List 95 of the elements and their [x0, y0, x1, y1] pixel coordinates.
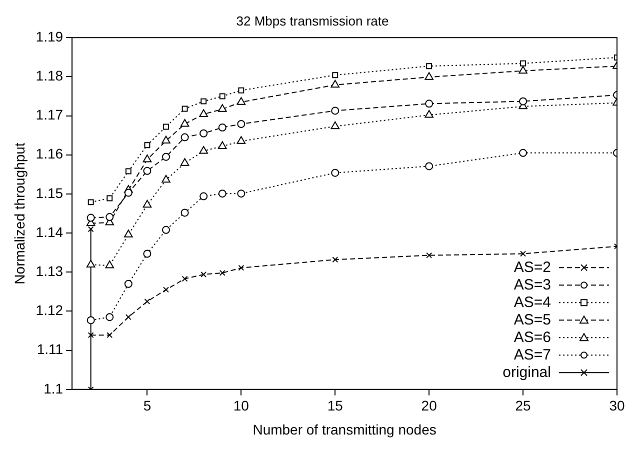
point	[143, 250, 152, 258]
point	[180, 208, 189, 217]
y-tick-label: 1.19	[36, 28, 64, 44]
point	[162, 174, 170, 183]
point	[180, 158, 190, 166]
point	[124, 230, 133, 238]
legend-label: AS=2	[514, 258, 551, 276]
y-tick-label: 1.14	[36, 224, 64, 240]
point	[144, 298, 150, 304]
x-tick-label: 25	[515, 398, 532, 414]
point	[88, 199, 94, 206]
point	[143, 166, 152, 175]
legend-label: original	[502, 364, 551, 381]
point	[199, 109, 208, 117]
point	[218, 104, 227, 112]
point	[236, 136, 246, 144]
x-tick-label: 30	[609, 398, 625, 414]
point	[520, 250, 526, 257]
point	[180, 118, 190, 127]
point	[106, 195, 113, 202]
point	[218, 124, 226, 132]
point	[180, 133, 189, 142]
point	[162, 136, 170, 144]
y-tick-label: 1.12	[36, 302, 64, 318]
point	[236, 97, 246, 105]
point	[237, 120, 246, 128]
point	[424, 72, 434, 80]
point	[200, 272, 207, 278]
point	[238, 264, 244, 271]
point	[125, 168, 132, 174]
y-tick-label: 1.1	[44, 380, 64, 396]
y-tick-label: 1.15	[36, 184, 64, 201]
point	[424, 110, 434, 118]
legend-label: AS=6	[514, 328, 551, 346]
point	[238, 87, 244, 94]
point	[237, 190, 246, 198]
x-axis-title: Number of transmitting nodes	[252, 421, 436, 438]
point	[162, 226, 170, 234]
point	[124, 280, 132, 288]
x-tick-label: 15	[327, 398, 344, 414]
point	[200, 98, 207, 104]
point	[520, 60, 526, 66]
point	[106, 332, 113, 338]
legend-label: AS=5	[514, 311, 551, 328]
point	[332, 256, 338, 263]
point	[200, 129, 208, 138]
point	[519, 148, 528, 157]
legend-label: AS=7	[514, 346, 551, 364]
point	[330, 80, 340, 88]
y-tick-label: 1.17	[36, 106, 64, 123]
point	[106, 213, 114, 222]
legend-label: AS=3	[514, 276, 551, 294]
point	[330, 121, 340, 130]
point	[218, 190, 226, 198]
point	[162, 152, 170, 161]
point	[105, 260, 114, 268]
point	[219, 270, 226, 276]
point	[163, 286, 169, 293]
point	[218, 141, 227, 150]
point	[199, 146, 208, 154]
chart-title: 32 Mbps transmission rate	[236, 13, 389, 28]
legend-label: AS=4	[514, 294, 551, 311]
point	[88, 226, 94, 232]
point	[106, 313, 114, 322]
y-tick-label: 1.13	[36, 262, 64, 279]
y-tick-label: 1.18	[36, 68, 64, 84]
y-axis-title: Normalized throughput	[11, 142, 28, 284]
point	[142, 154, 152, 162]
point	[332, 72, 338, 78]
x-tick-label: 5	[143, 398, 152, 414]
point	[182, 276, 188, 282]
y-tick-label: 1.11	[36, 341, 64, 358]
point	[518, 66, 528, 74]
x-tick-label: 10	[233, 398, 250, 414]
point	[219, 93, 226, 100]
point	[142, 200, 152, 208]
point	[331, 168, 340, 177]
point	[519, 97, 528, 106]
point	[426, 252, 432, 258]
x-tick-label: 20	[421, 398, 438, 414]
point	[86, 214, 95, 222]
point	[88, 332, 94, 338]
point	[182, 106, 188, 112]
point	[163, 124, 169, 130]
point	[124, 188, 132, 197]
point	[331, 106, 340, 115]
y-tick-label: 1.16	[36, 146, 64, 162]
point	[200, 192, 208, 200]
point	[425, 100, 434, 108]
point	[426, 63, 432, 70]
point	[86, 260, 96, 268]
point	[86, 316, 95, 324]
point	[425, 162, 434, 170]
point	[125, 314, 132, 320]
point	[144, 142, 150, 148]
